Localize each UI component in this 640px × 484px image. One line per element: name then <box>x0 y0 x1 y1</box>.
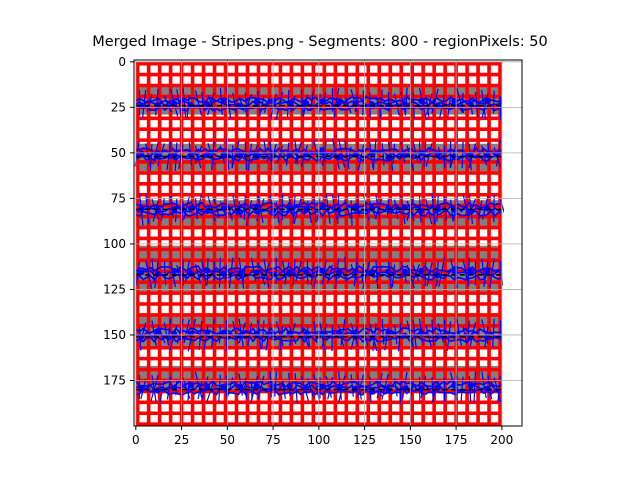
blue-segment-node <box>336 384 342 390</box>
blue-segment-edge <box>493 91 494 113</box>
blue-segment-node <box>188 331 194 337</box>
blue-segment-edge <box>462 142 463 169</box>
blue-segment-node <box>320 383 326 389</box>
y-tick-label: 25 <box>111 100 126 114</box>
blue-segment-node <box>320 149 326 155</box>
x-tick-label: 25 <box>174 433 189 447</box>
blue-segment-node <box>385 269 391 275</box>
blue-segment-node <box>320 99 326 105</box>
blue-segment-node <box>155 271 161 277</box>
blue-segment-node <box>320 268 326 274</box>
blue-segment-node <box>138 151 144 157</box>
blue-segment-edge <box>413 92 414 118</box>
blue-segment-node <box>171 268 177 274</box>
blue-segment-node <box>303 207 309 213</box>
blue-segment-node <box>468 268 474 274</box>
blue-segment-node <box>171 153 177 159</box>
blue-segment-node <box>287 383 293 389</box>
blue-segment-node <box>204 267 210 273</box>
blue-segment-node <box>385 330 391 336</box>
blue-segment-node <box>237 333 243 339</box>
x-tick-label: 0 <box>132 433 140 447</box>
blue-segment-node <box>369 205 375 211</box>
y-tick-label: 175 <box>103 373 126 387</box>
blue-segment-node <box>352 333 358 339</box>
blue-segment-node <box>221 271 227 277</box>
blue-segment-node <box>237 384 243 390</box>
blue-segment-node <box>484 268 490 274</box>
blue-segment-node <box>402 385 408 391</box>
x-tick-label: 100 <box>307 433 330 447</box>
blue-segment-node <box>254 331 260 337</box>
blue-segment-node <box>237 152 243 158</box>
y-tick-label: 50 <box>111 146 126 160</box>
y-tick-label: 100 <box>103 237 126 251</box>
x-tick-label: 75 <box>265 433 280 447</box>
blue-segment-node <box>320 331 326 337</box>
blue-segment-node <box>336 207 342 213</box>
blue-segment-node <box>287 330 293 336</box>
blue-segment-node <box>188 205 194 211</box>
x-tick-label: 175 <box>445 433 468 447</box>
blue-segment-node <box>254 99 260 105</box>
blue-segment-node <box>352 386 358 392</box>
blue-segment-node <box>468 383 474 389</box>
x-tick-label: 200 <box>490 433 513 447</box>
blue-segment-edge <box>363 91 364 116</box>
blue-segment-node <box>352 268 358 274</box>
chart-title: Merged Image - Stripes.png - Segments: 8… <box>0 34 640 50</box>
blue-segment-node <box>418 385 424 391</box>
blue-segment-node <box>221 98 227 104</box>
x-tick-label: 50 <box>220 433 235 447</box>
y-tick-label: 0 <box>118 55 126 69</box>
blue-segment-node <box>484 98 490 104</box>
blue-segment-node <box>287 206 293 212</box>
blue-segment-node <box>435 205 441 211</box>
y-tick-label: 125 <box>103 282 126 296</box>
blue-segment-node <box>303 269 309 275</box>
blue-segment-node <box>138 205 144 211</box>
y-tick-label: 75 <box>111 191 126 205</box>
blue-segment-node <box>402 333 408 339</box>
blue-segment-node <box>188 271 194 277</box>
blue-segment-node <box>418 98 424 104</box>
x-tick-label: 150 <box>399 433 422 447</box>
blue-segment-node <box>254 383 260 389</box>
blue-segment-node <box>484 386 490 392</box>
blue-segment-node <box>418 268 424 274</box>
blue-segment-edge <box>388 92 389 112</box>
blue-segment-node <box>204 101 210 107</box>
blue-segment-edge <box>400 380 401 404</box>
x-tick-label: 125 <box>353 433 376 447</box>
y-tick-label: 150 <box>103 328 126 342</box>
blue-segment-node <box>303 331 309 337</box>
blue-segment-node <box>468 101 474 107</box>
blue-segment-node <box>188 382 194 388</box>
blue-segment-node <box>402 269 408 275</box>
blue-segment-node <box>484 205 490 211</box>
blue-segment-edge <box>425 260 426 287</box>
